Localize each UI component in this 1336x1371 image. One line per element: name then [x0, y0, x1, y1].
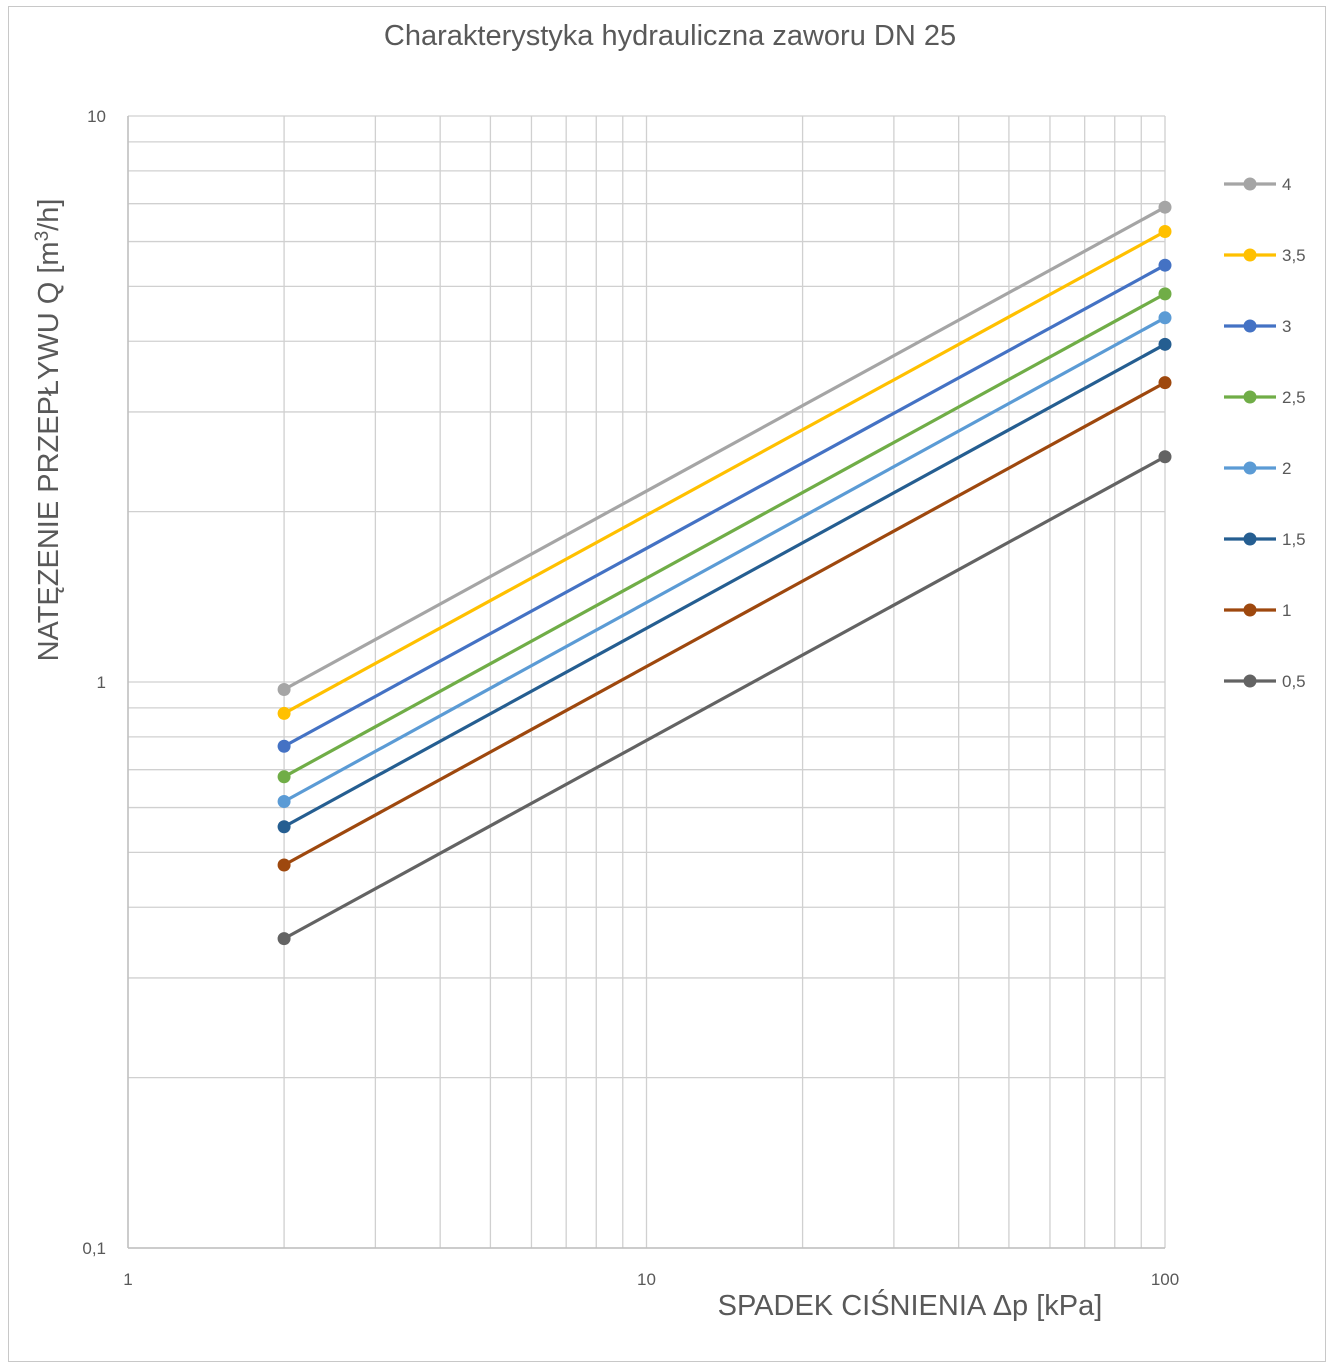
legend-label: 2	[1282, 459, 1291, 478]
legend-item: 4	[1224, 175, 1291, 194]
legend-item: 0,5	[1224, 672, 1306, 691]
data-point	[1158, 225, 1172, 239]
data-point	[1158, 311, 1172, 325]
y-tick-label: 1	[97, 673, 106, 692]
legend-item: 2	[1224, 459, 1291, 478]
series-1-5	[277, 337, 1172, 834]
data-point	[277, 794, 291, 808]
x-tick-label: 1	[123, 1270, 132, 1289]
legend-swatch-marker	[1243, 461, 1257, 475]
data-point	[1158, 376, 1172, 390]
legend-label: 1,5	[1282, 530, 1306, 549]
data-point	[1158, 258, 1172, 272]
legend-item: 3,5	[1224, 246, 1306, 265]
series-line	[283, 455, 1166, 941]
series-4	[277, 200, 1172, 696]
grid-lines	[127, 115, 1166, 1249]
series-line	[283, 316, 1166, 803]
legend-swatch-marker	[1243, 177, 1257, 191]
data-point	[277, 682, 291, 696]
series-line	[283, 292, 1166, 779]
legend-label: 2,5	[1282, 388, 1306, 407]
series-line	[283, 263, 1166, 748]
chart-title: Charakterystyka hydrauliczna zaworu DN 2…	[384, 20, 956, 52]
y-axis-title-sup: 3	[32, 231, 53, 242]
data-point	[277, 932, 291, 946]
legend-swatch-marker	[1243, 319, 1257, 333]
data-point	[277, 739, 291, 753]
legend-item: 2,5	[1224, 388, 1306, 407]
series-line	[283, 230, 1166, 715]
series-line	[283, 342, 1166, 829]
legend-swatch-marker	[1243, 390, 1257, 404]
x-axis-title: SPADEK CIŚNIENIA Δp [kPa]	[718, 1288, 1103, 1322]
y-tick-label: 10	[87, 107, 106, 126]
y-tick-labels: 0,1 1 10	[82, 107, 106, 1258]
legend-item: 3	[1224, 317, 1291, 336]
data-point	[1158, 450, 1172, 464]
x-tick-label: 10	[637, 1270, 656, 1289]
legend-item: 1,5	[1224, 530, 1306, 549]
series-3	[277, 258, 1172, 753]
series-line	[283, 381, 1166, 867]
legend-label: 4	[1282, 175, 1291, 194]
x-tick-label: 100	[1151, 1270, 1179, 1289]
series-0-5	[277, 450, 1172, 946]
series-layer	[277, 200, 1172, 946]
series-2	[277, 311, 1172, 808]
series-line	[283, 205, 1166, 691]
legend-swatch-marker	[1243, 674, 1257, 688]
data-point	[1158, 200, 1172, 214]
legend: 4 3,5 3 2,5 2 1,5 1 0,5	[1224, 175, 1306, 691]
data-point	[277, 706, 291, 720]
legend-label: 3,5	[1282, 246, 1306, 265]
series-1	[277, 376, 1172, 872]
y-axis-title: NATĘZENIE PRZEPŁYWU Q [m3/h]	[32, 199, 66, 662]
y-axis-title-main: NATĘZENIE PRZEPŁYWU Q [m	[33, 241, 65, 661]
y-tick-label: 0,1	[82, 1239, 106, 1258]
legend-label: 3	[1282, 317, 1291, 336]
data-point	[1158, 337, 1172, 351]
data-point	[1158, 287, 1172, 301]
chart-frame	[8, 6, 1326, 1362]
legend-swatch-marker	[1243, 603, 1257, 617]
data-point	[277, 820, 291, 834]
legend-label: 1	[1282, 601, 1291, 620]
x-tick-labels: 1 10 100	[123, 1270, 1179, 1289]
legend-swatch-marker	[1243, 532, 1257, 546]
series-2-5	[277, 287, 1172, 784]
legend-item: 1	[1224, 601, 1291, 620]
legend-label: 0,5	[1282, 672, 1306, 691]
legend-swatch-marker	[1243, 248, 1257, 262]
y-axis-title-tail: /h]	[33, 199, 65, 231]
data-point	[277, 858, 291, 872]
data-point	[277, 770, 291, 784]
series-3-5	[277, 225, 1172, 720]
